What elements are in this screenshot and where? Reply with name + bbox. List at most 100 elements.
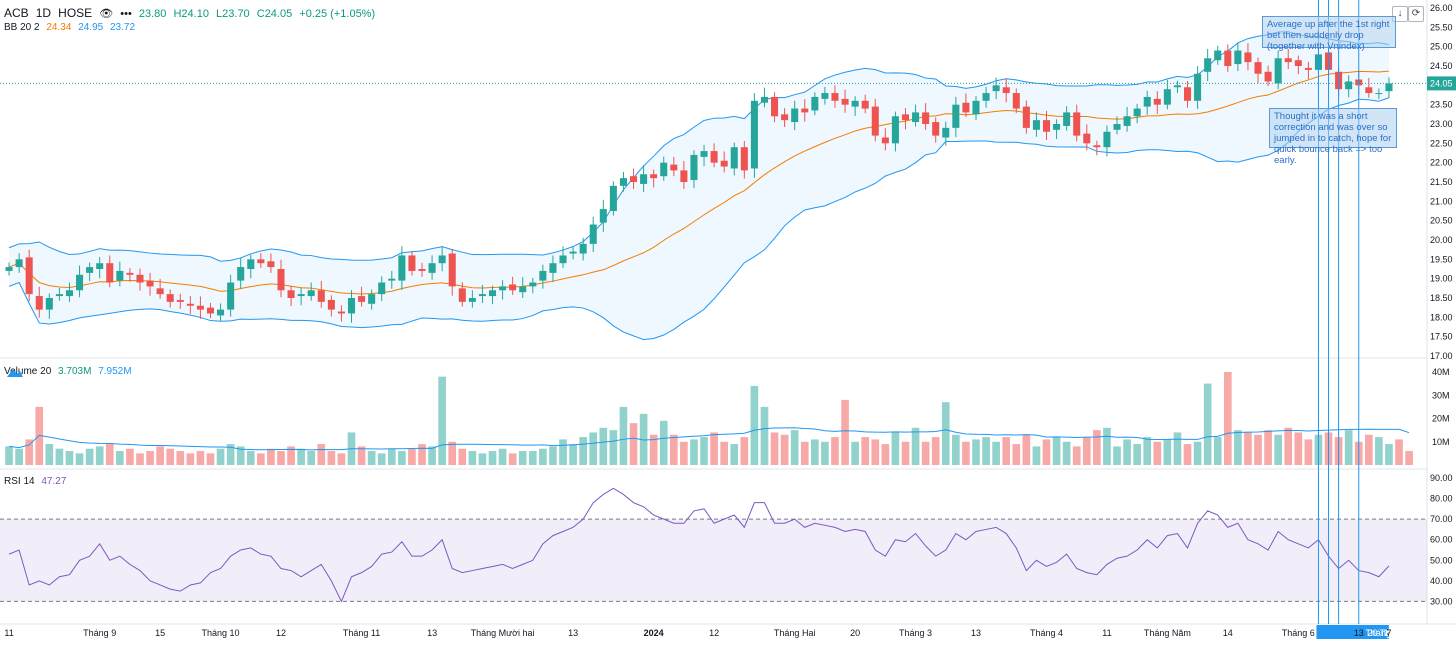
candle-body [1123,116,1131,126]
interval-label[interactable]: 1D [35,6,52,20]
candle-body [771,96,779,117]
volume-bars [5,372,1413,465]
refresh-icon[interactable]: ⟳ [1408,6,1424,22]
volume-bar [307,451,316,465]
high-value: H24.10 [173,8,209,20]
volume-bar [1375,437,1383,465]
bollinger-basis-line [8,70,1390,295]
volume-bar [166,448,175,465]
candle-body [730,147,738,169]
candle-body [660,162,668,177]
volume-bar [216,448,225,465]
volume-bar [952,434,960,465]
price-tick-label: 22.00 [1430,158,1453,168]
close-value: C24.05 [256,8,293,20]
volume-bar [841,399,849,465]
rsi-label[interactable]: RSI 14 [4,476,35,487]
candle-body [690,154,698,181]
candle-body [136,274,144,283]
candle-body [609,185,617,211]
candle-body [720,160,728,167]
candle-body [1113,124,1121,130]
candle-body [912,112,920,123]
volume-bar [800,441,809,465]
bollinger-lower-line [8,97,1390,341]
candle-body [1204,58,1212,72]
volume-bar [428,446,436,465]
candle-body [438,255,446,264]
volume-bar [941,402,950,465]
candle-body [881,137,889,144]
download-icon[interactable]: ↓ [1392,6,1408,22]
volume-bar [972,439,980,465]
candle-body [589,224,597,244]
candle-body [509,284,517,291]
volume-bar [710,432,718,465]
candle-body [1365,87,1373,94]
candle-body [1194,73,1202,101]
volume-bar [25,439,34,465]
candle-body [448,253,456,287]
volume-bar [1072,446,1081,465]
volume-bar [790,430,799,465]
candle-body [156,288,164,295]
volume-label[interactable]: Volume 20 [4,366,52,377]
volume-bar [569,444,577,465]
candle-body [1022,106,1030,128]
volume-bar [246,451,255,465]
volume-bar [639,413,648,465]
volume-bar [760,406,769,465]
volume-bar [95,446,104,465]
volume-bar [629,423,638,465]
volume-bar [518,451,527,465]
candle-body [740,147,748,171]
more-icon[interactable]: ••• [120,8,132,20]
price-tick-label: 23.50 [1430,100,1453,110]
volume-bar [1284,427,1293,465]
bb-basis: 24.34 [46,22,72,33]
time-tick-label: Tháng 6 [1282,628,1315,638]
price-tick-label: 25.50 [1430,22,1453,32]
rsi-tick-label: 90.00 [1430,473,1453,483]
eye-icon[interactable]: 👁 [99,8,114,20]
candle-body [116,270,124,281]
volume-bar [1173,432,1182,465]
volume-bar [126,448,134,465]
candle-body [630,176,638,182]
candle-body [347,298,356,314]
low-value: L23.70 [216,8,250,20]
volume-bar [579,437,587,465]
symbol-name[interactable]: ACB [4,6,29,20]
time-tick-label: Tháng 11 [343,628,380,638]
volume-bar [277,451,285,465]
candle-body [619,178,627,186]
candle-body [841,98,849,105]
volume-bar [911,427,920,465]
candle-body [186,303,194,306]
rsi-tick-label: 60.00 [1430,535,1453,545]
candle-body [337,311,345,314]
annotation-note-2[interactable]: Thought it was a short correction and wa… [1269,108,1397,166]
volume-bar [377,453,386,465]
volume-bar [408,448,416,465]
price-tick-label: 18.50 [1430,293,1453,303]
candle-body [1264,71,1272,82]
volume-bar [1143,437,1152,465]
candle-body [781,114,789,121]
volume-bar [297,448,305,465]
volume-bar [649,434,658,465]
rsi-tick-label: 40.00 [1430,576,1453,586]
volume-bar [478,453,487,465]
candle-body [418,269,426,271]
time-tick-label: 14 [1223,628,1233,638]
bollinger-upper-line [8,31,1390,262]
bb-label[interactable]: BB 20 2 [4,22,40,33]
candle-body [680,170,688,182]
volume-bar [387,448,396,465]
price-tick-label: 23.00 [1430,119,1453,129]
annotation-note-1[interactable]: Average up after the 1st right bet then … [1262,16,1396,52]
volume-bar [1012,444,1021,465]
candle-body [1224,50,1232,66]
candle-body [307,290,315,297]
